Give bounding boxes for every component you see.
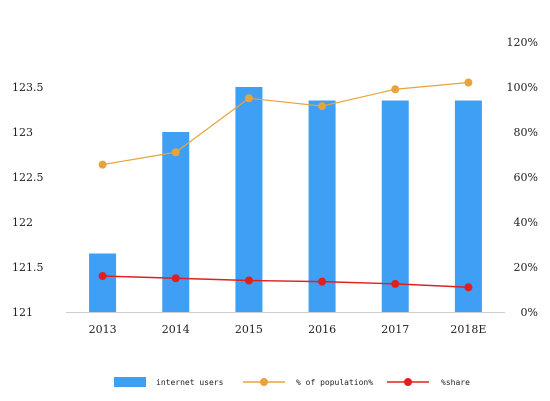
- bar: [454, 100, 482, 312]
- left-y-tick-label: 123: [12, 126, 33, 139]
- right-y-tick-label: 20%: [514, 261, 538, 274]
- legend-label: % of population%: [296, 378, 373, 387]
- line-series: [98, 78, 473, 292]
- right-y-tick-label: 0%: [521, 306, 538, 319]
- right-y-tick-label: 120%: [507, 36, 538, 49]
- bar: [308, 100, 336, 312]
- bar: [89, 253, 117, 312]
- data-point: [171, 148, 180, 157]
- left-y-tick-label: 121.5: [12, 261, 44, 274]
- legend-swatch-bar: [114, 377, 146, 387]
- data-point: [391, 279, 400, 288]
- right-y-tick-label: 80%: [514, 126, 538, 139]
- x-tick-label: 2017: [381, 323, 409, 336]
- axes: 121 121.5 122 122.5 123 123.5 0% 20% 40% 60% 80% 10…: [12, 36, 538, 336]
- bar-series: [89, 87, 482, 312]
- series-line: [102, 81, 469, 166]
- series-line: [102, 275, 469, 288]
- left-y-tick-label: 123.5: [12, 81, 44, 94]
- legend-swatch-marker: [404, 378, 412, 386]
- data-point: [391, 85, 400, 94]
- x-tick-label: 2014: [162, 323, 190, 336]
- data-point: [464, 283, 473, 292]
- x-tick-label: 2015: [235, 323, 263, 336]
- legend-swatch-marker: [260, 378, 268, 386]
- right-y-tick-label: 40%: [514, 216, 538, 229]
- data-point: [98, 160, 107, 169]
- data-point: [318, 277, 327, 286]
- x-tick-label: 2013: [89, 323, 117, 336]
- left-y-tick-label: 122.5: [12, 171, 44, 184]
- data-point: [171, 274, 180, 283]
- x-tick-label: 2018E: [450, 323, 486, 336]
- bar: [162, 132, 190, 312]
- legend-label: internet users: [156, 378, 224, 387]
- data-point: [464, 78, 473, 87]
- data-point: [244, 276, 253, 285]
- data-point: [244, 94, 253, 103]
- legend-label: %share: [441, 378, 470, 387]
- x-tick-label: 2016: [308, 323, 336, 336]
- right-y-tick-label: 60%: [514, 171, 538, 184]
- bar: [235, 87, 263, 312]
- legend: internet users % of population% %share: [114, 377, 470, 387]
- right-y-tick-label: 100%: [507, 81, 538, 94]
- data-point: [98, 272, 107, 280]
- bar: [381, 100, 409, 312]
- left-y-tick-label: 122: [12, 216, 33, 229]
- data-point: [318, 102, 327, 111]
- left-y-tick-label: 121: [12, 306, 33, 319]
